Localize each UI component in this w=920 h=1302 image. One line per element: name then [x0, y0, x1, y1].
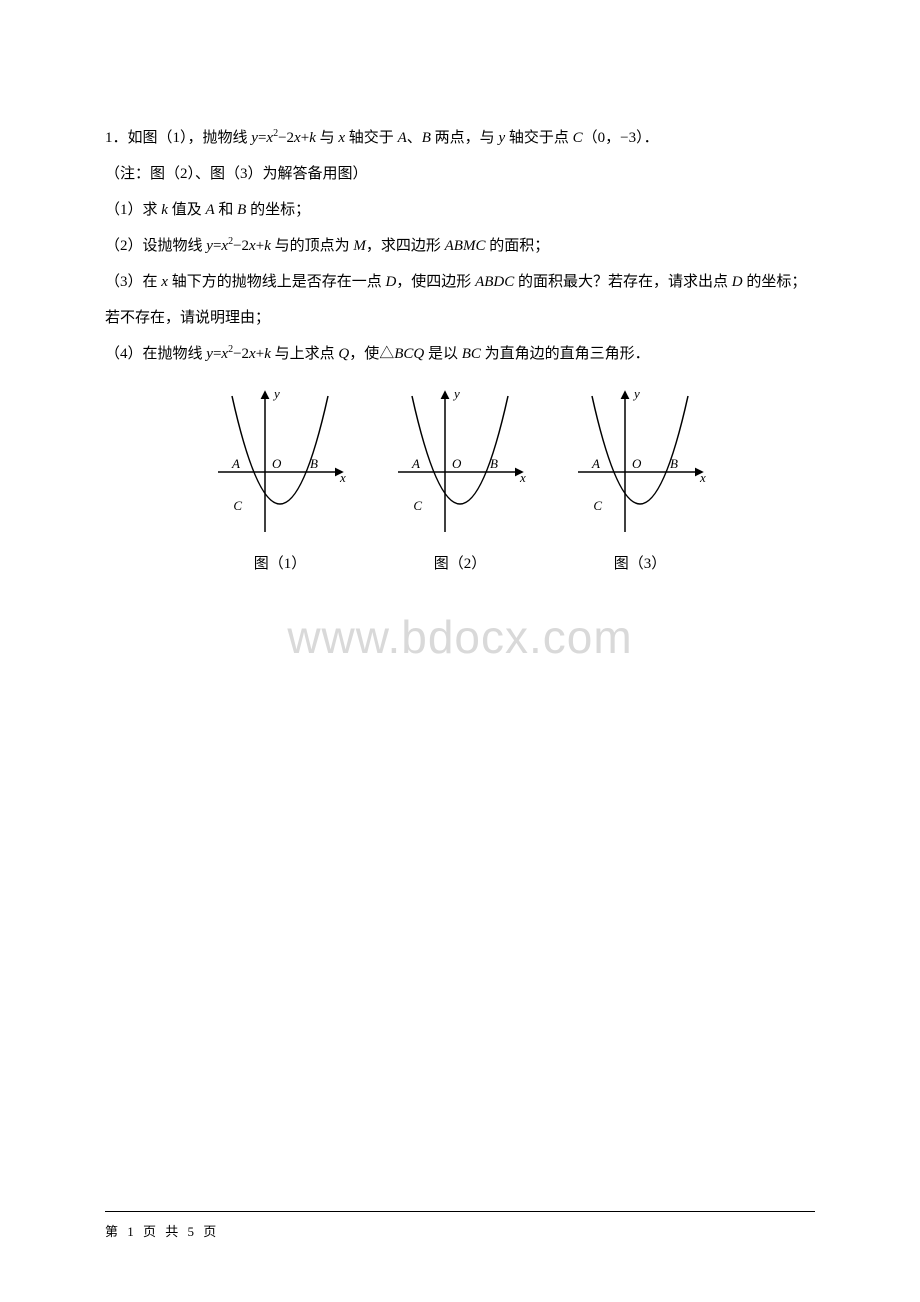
- svg-text:x: x: [699, 470, 706, 485]
- pt-d: D: [732, 274, 743, 290]
- text: 与上求点: [271, 346, 339, 362]
- var-x: x: [161, 274, 168, 290]
- text: 、: [407, 130, 422, 146]
- text: ，求四边形: [366, 238, 445, 254]
- text: （4）在抛物线: [105, 346, 206, 362]
- text: ，使四边形: [396, 274, 475, 290]
- svg-text:y: y: [452, 386, 460, 401]
- pt-q: Q: [338, 346, 349, 362]
- text: +: [256, 238, 264, 254]
- text: 的面积最大？若存在，请求出点: [514, 274, 732, 290]
- figure-caption-1: 图（1）: [254, 552, 307, 573]
- text: 与的顶点为: [271, 238, 354, 254]
- pt-b: B: [237, 202, 246, 218]
- quad-abmc: ABMC: [445, 238, 486, 254]
- pt-c: C: [573, 130, 583, 146]
- pt-b: B: [422, 130, 431, 146]
- problem-q3: （3）在 x 轴下方的抛物线上是否存在一点 D，使四边形 ABDC 的面积最大？…: [105, 264, 815, 336]
- parabola-figure-icon: A B C Ox y: [390, 382, 530, 542]
- figure-row: A B C Ox y 图（1） A B C Ox y 图（2） A B C Ox y 图（3）: [105, 382, 815, 573]
- text: 为直角边的直角三角形．: [481, 346, 650, 362]
- text: 与: [316, 130, 339, 146]
- svg-text:B: B: [490, 456, 498, 471]
- svg-text:A: A: [411, 456, 420, 471]
- text: （2）设抛物线: [105, 238, 206, 254]
- problem-q2: （2）设抛物线 y=x2−2x+k 与的顶点为 M，求四边形 ABMC 的面积；: [105, 228, 815, 264]
- var-y: y: [206, 346, 213, 362]
- text: 轴下方的抛物线上是否存在一点: [168, 274, 386, 290]
- figure-2: A B C Ox y 图（2）: [390, 382, 530, 573]
- footer-rule: [105, 1211, 815, 1212]
- text: 的坐标；: [246, 202, 310, 218]
- text: 轴交于点: [505, 130, 573, 146]
- pt-d: D: [385, 274, 396, 290]
- text: （0，−3）．: [583, 130, 659, 146]
- svg-text:C: C: [233, 498, 242, 513]
- svg-text:A: A: [231, 456, 240, 471]
- var-x: x: [249, 346, 256, 362]
- svg-text:y: y: [272, 386, 280, 401]
- svg-text:O: O: [272, 456, 282, 471]
- problem-line-1: 1．如图（1），抛物线 y=x2−2x+k 与 x 轴交于 A、B 两点，与 y…: [105, 120, 815, 156]
- quad-abdc: ABDC: [475, 274, 514, 290]
- svg-text:x: x: [339, 470, 346, 485]
- watermark-text: www.bdocx.com: [0, 610, 920, 664]
- text: （3）在: [105, 274, 161, 290]
- problem-q1: （1）求 k 值及 A 和 B 的坐标；: [105, 192, 815, 228]
- figure-caption-3: 图（3）: [614, 552, 667, 573]
- pt-m: M: [353, 238, 366, 254]
- var-y: y: [251, 130, 258, 146]
- text: −2: [278, 130, 294, 146]
- svg-text:C: C: [593, 498, 602, 513]
- svg-text:O: O: [452, 456, 462, 471]
- parabola-figure-icon: A B C Ox y: [210, 382, 350, 542]
- problem-q4: （4）在抛物线 y=x2−2x+k 与上求点 Q，使△BCQ 是以 BC 为直角…: [105, 336, 815, 372]
- svg-text:y: y: [632, 386, 640, 401]
- svg-text:x: x: [519, 470, 526, 485]
- figure-3: A B C Ox y 图（3）: [570, 382, 710, 573]
- seg-bc: BC: [462, 346, 481, 362]
- text: 轴交于: [345, 130, 398, 146]
- var-k: k: [264, 346, 271, 362]
- text: −2: [233, 346, 249, 362]
- text: 是以: [424, 346, 462, 362]
- text: −2: [233, 238, 249, 254]
- svg-text:O: O: [632, 456, 642, 471]
- svg-text:A: A: [591, 456, 600, 471]
- figure-1: A B C Ox y 图（1）: [210, 382, 350, 573]
- var-x: x: [249, 238, 256, 254]
- parabola-figure-icon: A B C Ox y: [570, 382, 710, 542]
- text: （1）求: [105, 202, 161, 218]
- pt-a: A: [205, 202, 214, 218]
- pt-a: A: [398, 130, 407, 146]
- text: ，使△: [349, 346, 394, 362]
- text: 1．如图（1），抛物线: [105, 130, 251, 146]
- svg-text:B: B: [310, 456, 318, 471]
- tri-bcq: BCQ: [394, 346, 424, 362]
- text: 和: [215, 202, 238, 218]
- var-k: k: [264, 238, 271, 254]
- text: 的面积；: [485, 238, 549, 254]
- text: 两点，与: [431, 130, 499, 146]
- page-content: 1．如图（1），抛物线 y=x2−2x+k 与 x 轴交于 A、B 两点，与 y…: [0, 0, 920, 573]
- page-footer: 第 1 页 共 5 页: [105, 1221, 219, 1240]
- var-k: k: [309, 130, 316, 146]
- text: 值及: [168, 202, 206, 218]
- var-y: y: [206, 238, 213, 254]
- svg-text:C: C: [413, 498, 422, 513]
- var-x: x: [294, 130, 301, 146]
- text: +: [301, 130, 309, 146]
- figure-caption-2: 图（2）: [434, 552, 487, 573]
- svg-text:B: B: [670, 456, 678, 471]
- text: +: [256, 346, 264, 362]
- var-k: k: [161, 202, 168, 218]
- problem-note: （注：图（2）、图（3）为解答备用图）: [105, 156, 815, 192]
